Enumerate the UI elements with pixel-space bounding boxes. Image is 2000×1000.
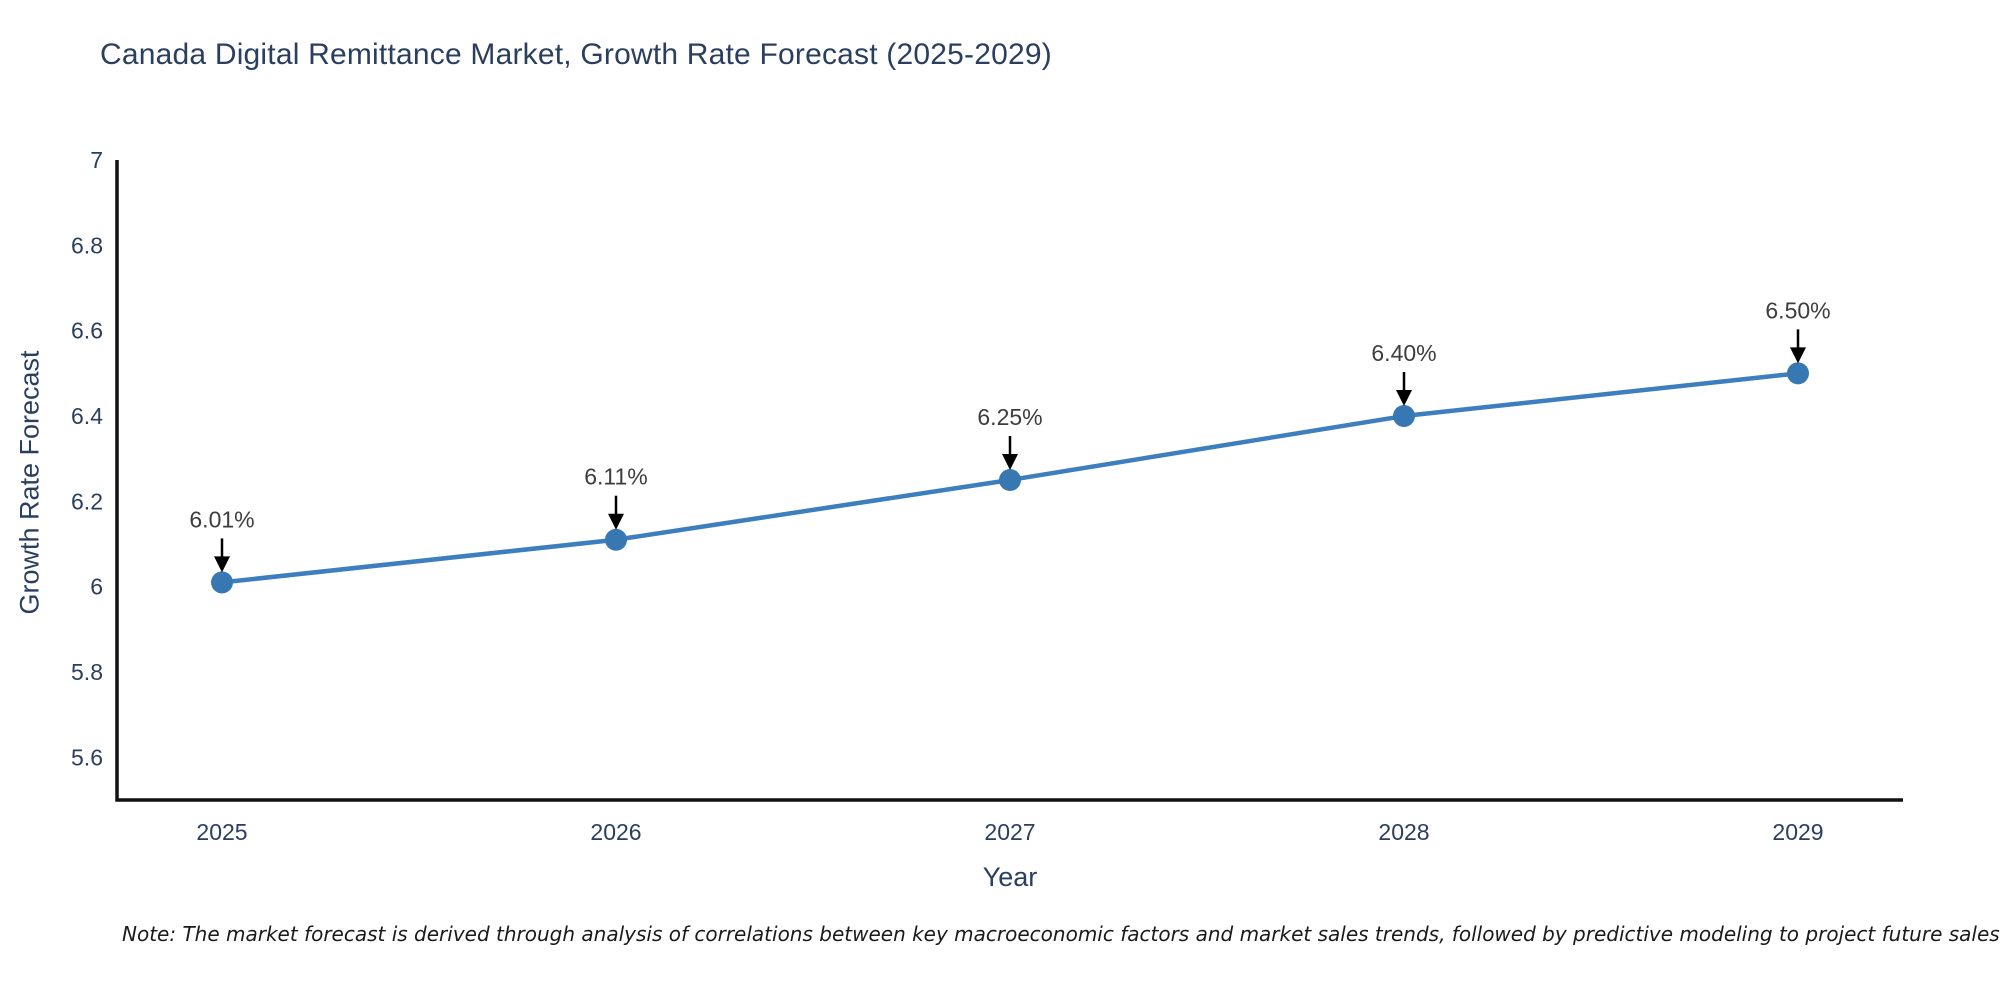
point-label-2028: 6.40% bbox=[1371, 340, 1436, 366]
y-tick-label: 6.6 bbox=[71, 318, 103, 344]
y-tick-label: 5.6 bbox=[71, 744, 103, 770]
chart-title: Canada Digital Remittance Market, Growth… bbox=[100, 38, 1052, 71]
annotation-arrow-head bbox=[214, 556, 230, 573]
x-tick-label: 2027 bbox=[984, 819, 1035, 845]
x-tick-label: 2025 bbox=[196, 819, 247, 845]
annotation-arrow-head bbox=[1790, 347, 1806, 364]
data-point-2029 bbox=[1787, 362, 1809, 385]
y-tick-label: 6.8 bbox=[71, 232, 103, 258]
annotation-arrow-head bbox=[608, 513, 624, 530]
y-tick-label: 6.4 bbox=[71, 403, 103, 429]
point-label-2027: 6.25% bbox=[977, 404, 1042, 430]
axis-spines bbox=[115, 160, 1903, 802]
annotation-arrow-head bbox=[1002, 454, 1018, 470]
point-label-2026: 6.11% bbox=[584, 464, 648, 490]
y-tick-label: 6 bbox=[90, 574, 103, 600]
y-tick-label: 5.8 bbox=[71, 659, 103, 685]
y-tick-label: 7 bbox=[90, 147, 103, 173]
data-point-2026 bbox=[605, 528, 627, 551]
point-label-2025: 6.01% bbox=[189, 506, 254, 532]
annotation-arrow-head bbox=[1396, 390, 1412, 406]
data-point-2027 bbox=[999, 469, 1021, 491]
y-tick-label: 6.2 bbox=[71, 488, 103, 514]
data-point-2028 bbox=[1393, 405, 1415, 427]
x-axis-title: Year bbox=[982, 862, 1038, 892]
x-tick-label: 2026 bbox=[590, 819, 641, 845]
x-tick-label: 2029 bbox=[1772, 819, 1823, 845]
point-label-2029: 6.50% bbox=[1765, 297, 1830, 323]
data-point-2025 bbox=[211, 571, 233, 594]
footnote: Note: The market forecast is derived thr… bbox=[122, 922, 2000, 946]
x-tick-label: 2028 bbox=[1378, 819, 1429, 845]
